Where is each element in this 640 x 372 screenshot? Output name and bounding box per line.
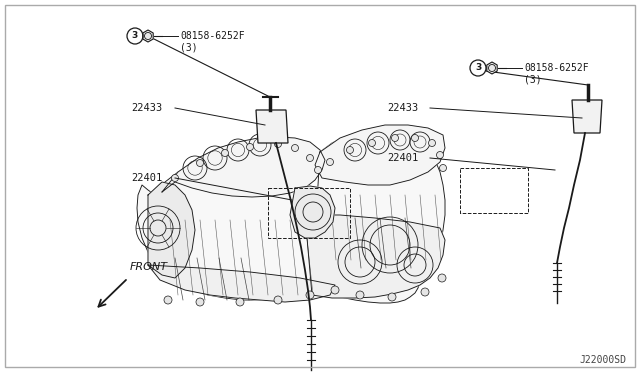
- Circle shape: [346, 147, 353, 154]
- Circle shape: [436, 151, 444, 158]
- Circle shape: [164, 296, 172, 304]
- Text: 08158-6252F: 08158-6252F: [180, 31, 244, 41]
- Circle shape: [429, 140, 435, 147]
- Bar: [460, 168, 528, 213]
- Polygon shape: [137, 157, 335, 300]
- Circle shape: [196, 298, 204, 306]
- Circle shape: [412, 135, 419, 141]
- Text: 22401: 22401: [131, 173, 162, 183]
- Text: FRONT: FRONT: [130, 262, 168, 272]
- Polygon shape: [143, 30, 153, 42]
- Text: 3: 3: [475, 64, 481, 73]
- Text: 22433: 22433: [387, 103, 418, 113]
- Text: 3: 3: [132, 32, 138, 41]
- Circle shape: [221, 150, 228, 157]
- Circle shape: [440, 164, 447, 171]
- Polygon shape: [148, 265, 335, 302]
- Polygon shape: [162, 137, 325, 197]
- Circle shape: [438, 274, 446, 282]
- Circle shape: [172, 174, 179, 182]
- Circle shape: [421, 288, 429, 296]
- Polygon shape: [572, 100, 602, 133]
- Circle shape: [291, 144, 298, 151]
- Polygon shape: [256, 110, 288, 143]
- Text: (3): (3): [524, 75, 541, 85]
- Circle shape: [306, 291, 314, 299]
- Text: 22433: 22433: [131, 103, 162, 113]
- Polygon shape: [148, 182, 195, 278]
- Circle shape: [196, 160, 204, 167]
- Circle shape: [236, 298, 244, 306]
- Polygon shape: [315, 125, 445, 185]
- Circle shape: [307, 154, 314, 161]
- Polygon shape: [305, 215, 445, 298]
- Polygon shape: [290, 186, 335, 238]
- Polygon shape: [300, 132, 445, 303]
- Text: 08158-6252F: 08158-6252F: [524, 63, 589, 73]
- Polygon shape: [487, 62, 497, 74]
- Circle shape: [274, 296, 282, 304]
- Circle shape: [326, 158, 333, 166]
- Circle shape: [392, 135, 399, 141]
- Circle shape: [331, 286, 339, 294]
- Circle shape: [314, 167, 321, 173]
- Text: (3): (3): [180, 43, 198, 53]
- Circle shape: [388, 293, 396, 301]
- Circle shape: [275, 141, 282, 148]
- Circle shape: [356, 291, 364, 299]
- Text: J22000SD: J22000SD: [579, 355, 626, 365]
- Circle shape: [246, 144, 253, 151]
- Text: 22401: 22401: [387, 153, 418, 163]
- Circle shape: [369, 140, 376, 147]
- Bar: [268, 188, 350, 238]
